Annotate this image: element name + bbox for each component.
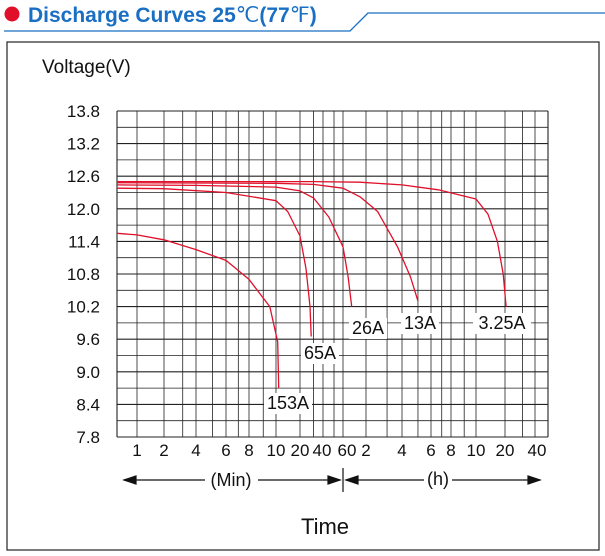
x-tick-label-min: 60	[338, 441, 357, 460]
chart-title: Discharge Curves 25℃(77℉)	[28, 4, 317, 27]
y-tick-label: 12.6	[67, 167, 100, 186]
x-tick-label-h: 6	[426, 441, 435, 460]
title-text: Discharge Curves 25	[28, 4, 236, 27]
h-arrow-right-head	[527, 475, 542, 485]
x-tick-label-h: 2	[361, 441, 370, 460]
y-tick-label: 10.2	[67, 298, 100, 317]
min-arrow-left-head	[122, 475, 137, 485]
grid	[116, 110, 549, 438]
series-label-backdrop	[264, 393, 312, 414]
x-tick-label-min: 40	[313, 441, 332, 460]
x-tick-label-h: 8	[446, 441, 455, 460]
series-labels: 153A 65A 26A 13A 3.25A	[264, 313, 531, 414]
h-arrow-left-head	[344, 475, 359, 485]
x-tick-label-min: 2	[159, 441, 168, 460]
series-label-backdrop	[473, 313, 531, 334]
series-label-26a: 26A	[352, 318, 384, 338]
y-axis-label: Voltage(V)	[42, 57, 131, 78]
x-tick-label-h: 4	[397, 441, 406, 460]
curve-65a	[116, 187, 312, 337]
x-tick-label-min: 4	[191, 441, 200, 460]
y-tick-label: 11.4	[68, 232, 100, 251]
curve-3-25a	[117, 180, 507, 307]
unit-h-label: (h)	[427, 469, 449, 489]
unit-c: ℃	[236, 4, 260, 27]
chart-frame	[6, 41, 600, 551]
y-tick-label: 13.2	[67, 135, 100, 154]
y-tick-label: 7.8	[76, 428, 100, 447]
unit-f: ℉	[290, 4, 310, 27]
x-tick-label-h: 40	[528, 441, 547, 460]
y-tick-label: 8.4	[76, 395, 100, 414]
unit-arrows	[122, 468, 542, 492]
x-tick-labels: 1 2 4 6 8 10 20 40 60 2 4 6 8 10 20 40	[132, 441, 546, 460]
close-paren: )	[310, 4, 317, 27]
x-axis-label: Time	[301, 514, 349, 539]
y-tick-label: 9.6	[76, 330, 100, 349]
x-tick-label-min: 1	[132, 441, 141, 460]
bullet-icon	[4, 6, 20, 22]
curve-26a	[116, 184, 353, 307]
series-label-3-25a: 3.25A	[478, 313, 525, 333]
x-tick-label-min: 20	[291, 441, 310, 460]
curves	[116, 180, 507, 389]
x-tick-label-min: 6	[221, 441, 230, 460]
y-tick-labels: 13.8 13.2 12.6 12.0 11.4 10.8 10.2 9.6 9.0 8.4 7.8	[67, 102, 100, 447]
curve-153a	[116, 232, 280, 389]
series-label-65a: 65A	[304, 343, 336, 363]
y-tick-label: 13.8	[67, 102, 100, 121]
min-arrow-right-head	[327, 475, 342, 485]
x-tick-label-min: 10	[267, 441, 286, 460]
open-paren: (	[259, 4, 266, 27]
x-tick-label-h: 20	[496, 441, 515, 460]
series-label-backdrop	[349, 318, 387, 339]
header-underline	[4, 12, 605, 32]
header: Discharge Curves 25℃(77℉)	[4, 4, 605, 32]
series-label-13a: 13A	[404, 313, 436, 333]
unit-min-label: (Min)	[211, 470, 252, 490]
x-tick-label-h: 10	[467, 441, 486, 460]
y-tick-label: 12.0	[67, 200, 100, 219]
x-tick-label-min: 8	[244, 441, 253, 460]
temp-f: 77	[266, 4, 289, 27]
y-tick-label: 10.8	[67, 265, 100, 284]
series-label-backdrop	[301, 343, 339, 364]
y-tick-label: 9.0	[76, 363, 100, 382]
curve-13a	[116, 182, 419, 302]
series-label-backdrop	[401, 313, 439, 334]
series-label-153a: 153A	[267, 393, 309, 413]
